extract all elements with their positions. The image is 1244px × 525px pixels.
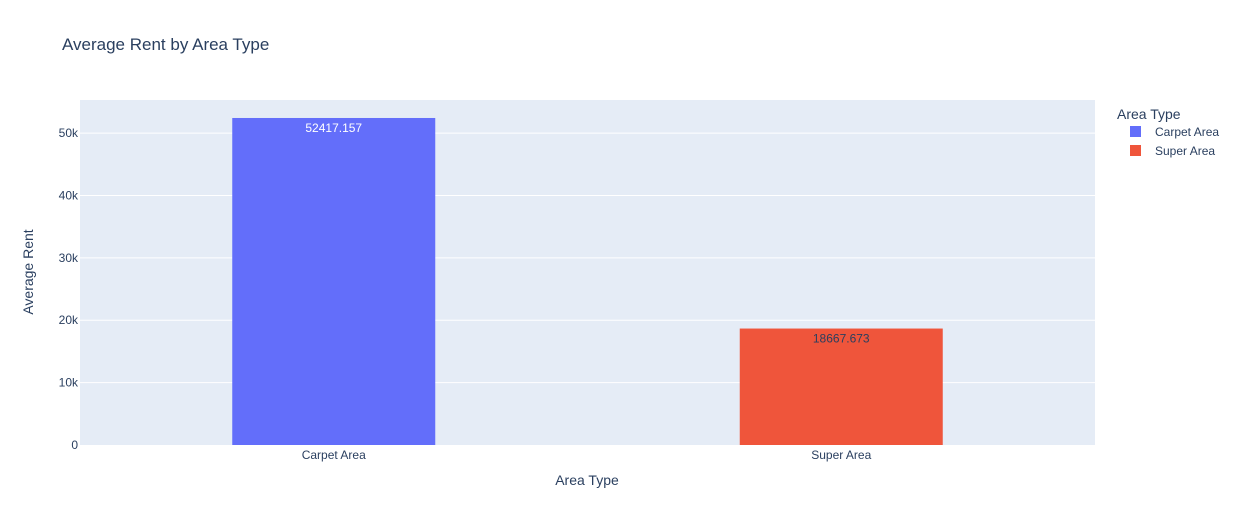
legend-entry-label: Super Area: [1155, 144, 1215, 158]
y-tick-label: 10k: [59, 376, 79, 390]
y-tick-label: 40k: [59, 188, 79, 202]
y-axis-ticks: 0 10k 20k 30k 40k 50k: [59, 126, 79, 452]
legend-entry-label: Carpet Area: [1155, 125, 1219, 139]
bar-value-label: 18667.673: [813, 332, 870, 346]
legend-swatch: [1130, 145, 1141, 156]
legend: Area Type Carpet Area Super Area: [1117, 106, 1219, 158]
legend-title: Area Type: [1117, 106, 1181, 122]
y-tick-label: 0: [71, 438, 78, 452]
legend-swatch: [1130, 126, 1141, 137]
bar: [739, 328, 943, 445]
x-tick-label: Carpet Area: [302, 448, 366, 462]
x-axis-title: Area Type: [555, 472, 619, 488]
bar-value-label: 52417.157: [305, 121, 362, 135]
x-tick-label: Super Area: [811, 448, 871, 462]
chart-title: Average Rent by Area Type: [62, 35, 269, 54]
bar: [232, 117, 436, 446]
y-tick-label: 20k: [59, 313, 79, 327]
x-axis-ticks: Carpet Area Super Area: [302, 448, 872, 462]
y-tick-label: 50k: [59, 126, 79, 140]
y-axis-title: Average Rent: [20, 229, 36, 314]
y-tick-label: 30k: [59, 251, 79, 265]
bars: 52417.157 18667.673: [232, 117, 943, 446]
